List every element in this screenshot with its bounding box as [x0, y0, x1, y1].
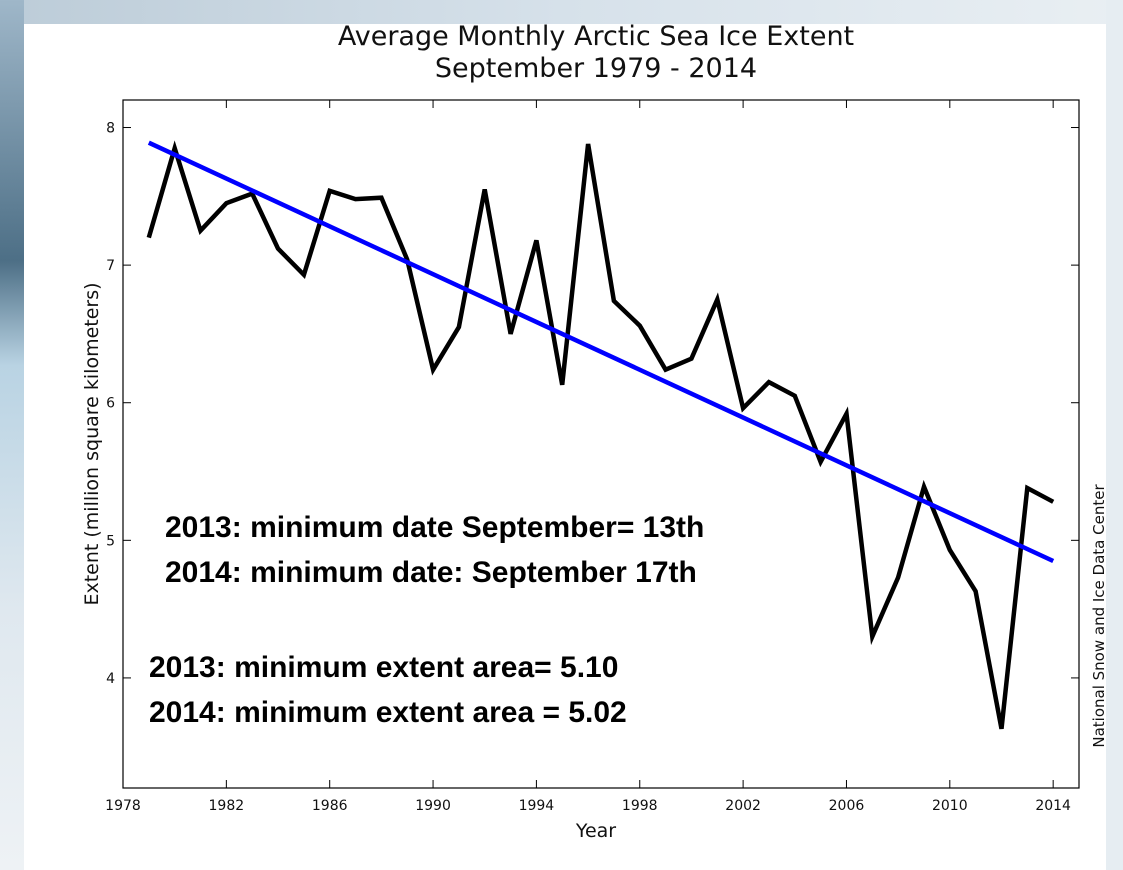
- x-tick-label: 1986: [312, 798, 348, 814]
- y-tick-label: 8: [106, 121, 115, 137]
- series-group: [146, 140, 1055, 730]
- y-tick-label: 4: [106, 671, 115, 687]
- y-tick-label: 7: [106, 258, 115, 274]
- x-tick-label: 1990: [415, 798, 451, 814]
- chart-title: Average Monthly Arctic Sea Ice Extent: [338, 21, 854, 52]
- x-axis-label: Year: [575, 820, 616, 842]
- x-tick-label: 1994: [519, 798, 555, 814]
- chart-subtitle: September 1979 - 2014: [435, 53, 757, 84]
- annotation-2013-date: 2013: minimum date September= 13th: [165, 511, 704, 544]
- annotation-2014-date: 2014: minimum date: September 17th: [165, 556, 697, 589]
- x-tick-label: 2002: [725, 798, 761, 814]
- x-axis: 1978 1982 1986 1990 1994 1998 2002 2006 2010 2014: [105, 100, 1071, 814]
- x-tick-label: 2010: [932, 798, 968, 814]
- annotation-2014-extent: 2014: minimum extent area = 5.02: [149, 696, 627, 729]
- x-tick-label: 2014: [1035, 798, 1071, 814]
- source-credit: National Snow and Ice Data Center: [1090, 484, 1108, 748]
- plot-frame: [122, 99, 1080, 789]
- x-tick-label: 1982: [209, 798, 245, 814]
- y-tick-label: 6: [106, 396, 115, 412]
- extent-series-line: [146, 140, 1055, 730]
- trend-line: [147, 140, 1055, 564]
- x-tick-label: 2006: [829, 798, 865, 814]
- y-tick-label: 5: [106, 533, 115, 549]
- y-axis: 4 5 6 7 8: [106, 121, 1079, 687]
- x-tick-label: 1978: [105, 798, 141, 814]
- annotation-2013-extent: 2013: minimum extent area= 5.10: [149, 651, 618, 684]
- x-tick-label: 1998: [622, 798, 658, 814]
- y-axis-label: Extent (million square kilometers): [81, 282, 103, 605]
